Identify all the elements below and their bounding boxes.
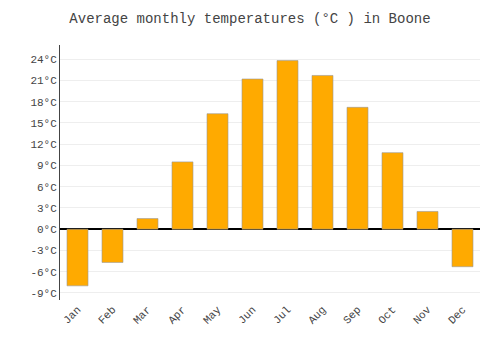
svg-text:Jan: Jan — [61, 304, 83, 326]
svg-text:Oct: Oct — [376, 304, 398, 326]
svg-text:0°C: 0°C — [37, 224, 57, 236]
svg-text:Apr: Apr — [166, 304, 188, 326]
svg-text:Mar: Mar — [131, 304, 153, 326]
svg-text:6°C: 6°C — [37, 182, 57, 194]
svg-text:Dec: Dec — [446, 304, 468, 326]
svg-text:12°C: 12°C — [30, 139, 57, 151]
svg-text:-9°C: -9°C — [30, 288, 57, 300]
svg-text:Jul: Jul — [271, 304, 293, 326]
svg-text:18°C: 18°C — [30, 97, 57, 109]
svg-text:Jun: Jun — [236, 304, 258, 326]
svg-text:Average monthly temperatures (: Average monthly temperatures (°C ) in Bo… — [69, 11, 430, 27]
svg-text:Sep: Sep — [341, 304, 363, 326]
svg-text:24°C: 24°C — [30, 54, 57, 66]
svg-text:21°C: 21°C — [30, 75, 57, 87]
svg-text:3°C: 3°C — [37, 203, 57, 215]
svg-text:May: May — [201, 304, 224, 327]
svg-text:-3°C: -3°C — [30, 245, 57, 257]
svg-text:Nov: Nov — [411, 304, 434, 327]
svg-text:9°C: 9°C — [37, 160, 57, 172]
svg-text:15°C: 15°C — [30, 118, 57, 130]
svg-text:Aug: Aug — [306, 304, 328, 326]
svg-text:-6°C: -6°C — [30, 267, 57, 279]
svg-text:Feb: Feb — [96, 304, 118, 326]
